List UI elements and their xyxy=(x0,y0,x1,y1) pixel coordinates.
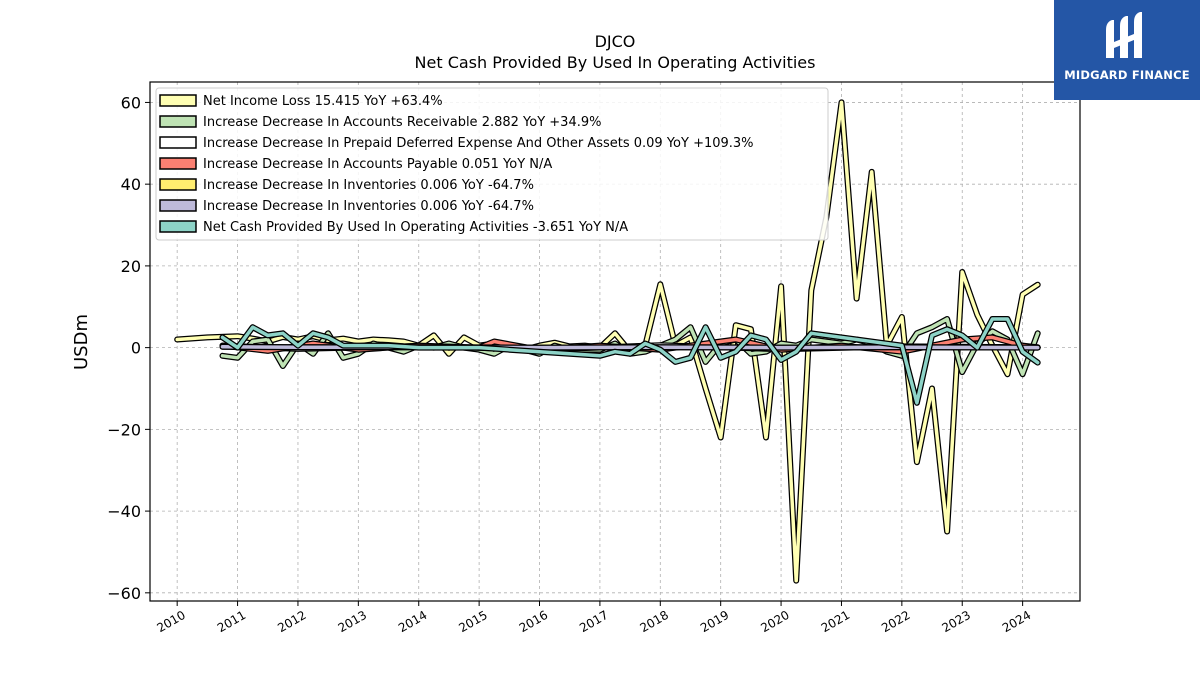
x-tick-label: 2023 xyxy=(940,608,973,635)
x-tick-label: 2012 xyxy=(275,608,308,635)
x-tick-label: 2022 xyxy=(879,608,912,635)
x-tick-label: 2013 xyxy=(336,608,369,635)
legend-label: Increase Decrease In Inventories 0.006 Y… xyxy=(203,199,534,214)
legend-label: Increase Decrease In Inventories 0.006 Y… xyxy=(203,178,534,193)
midgard-logo: MIDGARD FINANCE xyxy=(1054,0,1200,100)
y-tick-label: −60 xyxy=(107,584,141,603)
legend-label: Net Income Loss 15.415 YoY +63.4% xyxy=(203,94,443,109)
y-tick-label: −40 xyxy=(107,502,141,521)
y-tick-label: 20 xyxy=(121,257,141,276)
x-tick-label: 2021 xyxy=(819,608,852,635)
y-tick-label: −20 xyxy=(107,420,141,439)
legend-swatch xyxy=(159,220,197,233)
series-5 xyxy=(219,343,1041,351)
x-tick-label: 2014 xyxy=(396,608,429,635)
x-tick-label: 2010 xyxy=(154,608,187,635)
plot-frame xyxy=(149,81,1081,602)
legend-label: Net Cash Provided By Used In Operating A… xyxy=(203,220,628,235)
y-tick-label: 40 xyxy=(121,175,141,194)
series-line xyxy=(220,317,1040,405)
legend-swatch xyxy=(159,157,197,170)
series-6 xyxy=(219,316,1041,406)
x-tick-label: 2015 xyxy=(456,608,489,635)
legend-swatch xyxy=(159,199,197,212)
y-tick-label: 60 xyxy=(121,93,141,112)
chart-ticker: DJCO xyxy=(595,32,636,51)
midgard-logo-icon xyxy=(1106,12,1142,58)
brand-name: MIDGARD FINANCE xyxy=(1064,68,1190,82)
x-tick-label: 2018 xyxy=(638,608,671,635)
x-tick-label: 2011 xyxy=(215,608,248,635)
legend: Net Income Loss 15.415 YoY +63.4% Increas… xyxy=(155,87,829,241)
y-axis-label: USDm xyxy=(71,314,92,370)
legend-label: Increase Decrease In Accounts Receivable… xyxy=(203,115,601,130)
x-tick-label: 2024 xyxy=(1000,608,1033,635)
legend-label: Increase Decrease In Prepaid Deferred Ex… xyxy=(203,136,754,151)
legend-swatch xyxy=(159,115,197,128)
series-line xyxy=(175,100,1040,583)
legend-box xyxy=(155,87,829,241)
legend-label: Increase Decrease In Accounts Payable 0.… xyxy=(203,157,552,172)
x-tick-label: 2016 xyxy=(517,608,550,635)
legend-swatch xyxy=(159,136,197,149)
x-tick-label: 2017 xyxy=(577,608,610,635)
legend-swatch xyxy=(159,178,197,191)
y-tick-label: 0 xyxy=(131,339,141,358)
series-layer xyxy=(174,99,1041,584)
series-line xyxy=(220,345,1040,350)
chart-title: Net Cash Provided By Used In Operating A… xyxy=(415,53,816,72)
x-tick-label: 2020 xyxy=(758,608,791,635)
x-tick-label: 2019 xyxy=(698,608,731,635)
legend-swatch xyxy=(159,94,197,107)
series-0 xyxy=(174,99,1041,584)
